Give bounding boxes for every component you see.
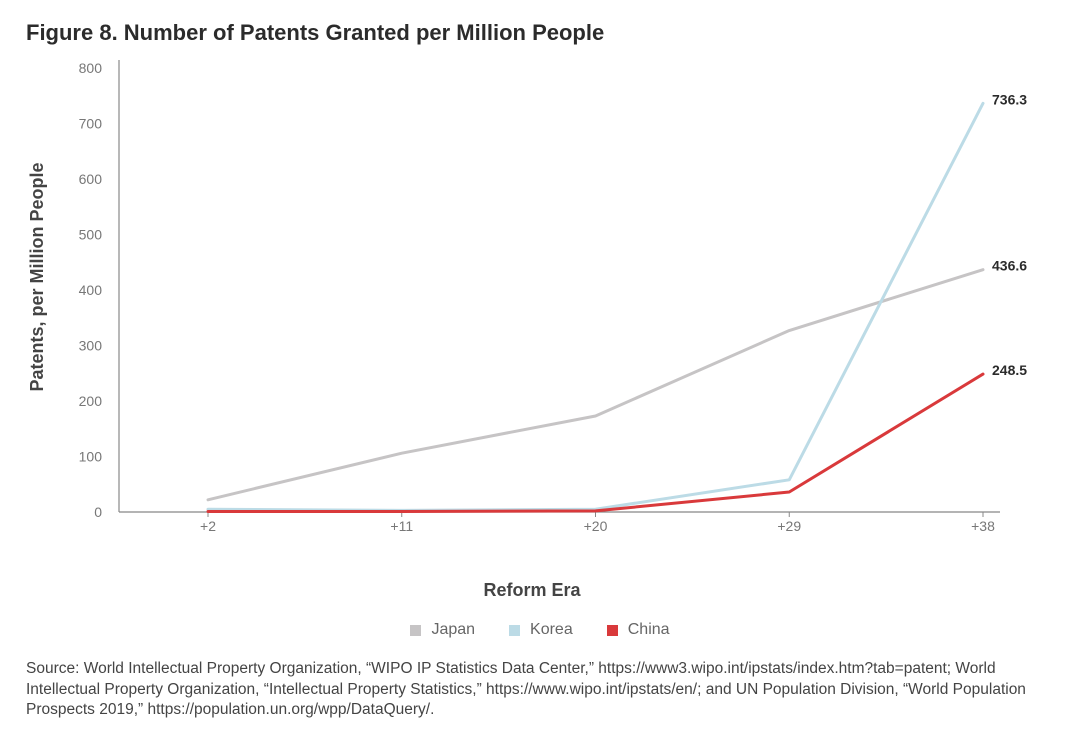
y-tick-label: 500 bbox=[79, 227, 103, 243]
x-tick-labels: +2 +11 +20 +29 +38 bbox=[200, 512, 995, 534]
x-tick-label: +11 bbox=[390, 518, 413, 534]
end-labels: 436.6 736.3 248.5 bbox=[992, 91, 1027, 378]
legend-item-japan: Japan bbox=[410, 621, 475, 639]
y-tick-label: 700 bbox=[79, 116, 103, 132]
legend-item-korea: Korea bbox=[509, 621, 573, 639]
end-label-japan: 436.6 bbox=[992, 258, 1027, 274]
chart-legend: Japan Korea China bbox=[0, 621, 1080, 639]
y-tick-label: 100 bbox=[79, 449, 103, 465]
end-label-china: 248.5 bbox=[992, 362, 1027, 378]
x-axis-title: Reform Era bbox=[483, 580, 581, 600]
y-tick-label: 200 bbox=[79, 393, 103, 409]
y-tick-label: 400 bbox=[79, 282, 103, 298]
y-tick-labels: 0 100 200 300 400 500 600 700 800 bbox=[79, 60, 103, 520]
y-axis-title: Patents, per Million People bbox=[27, 162, 47, 391]
series-lines bbox=[206, 101, 985, 513]
legend-swatch bbox=[410, 624, 422, 636]
legend-label: China bbox=[627, 621, 670, 638]
legend-swatch bbox=[606, 624, 618, 636]
y-tick-label: 600 bbox=[79, 171, 103, 187]
x-tick-label: +2 bbox=[200, 518, 216, 534]
series-line-china bbox=[206, 372, 985, 513]
x-tick-label: +20 bbox=[584, 518, 608, 534]
x-tick-label: +38 bbox=[971, 518, 995, 534]
x-tick-label: +29 bbox=[777, 518, 801, 534]
y-tick-label: 300 bbox=[79, 338, 103, 354]
y-tick-label: 800 bbox=[79, 60, 103, 76]
legend-swatch bbox=[509, 624, 521, 636]
end-label-korea: 736.3 bbox=[992, 91, 1027, 107]
source-note: Source: World Intellectual Property Orga… bbox=[26, 660, 1026, 718]
legend-item-china: China bbox=[606, 621, 670, 639]
chart-title: Figure 8. Number of Patents Granted per … bbox=[26, 20, 605, 45]
y-tick-label: 0 bbox=[94, 504, 102, 520]
legend-label: Japan bbox=[431, 621, 476, 638]
legend-label: Korea bbox=[530, 621, 573, 638]
series-line-japan bbox=[206, 268, 985, 502]
